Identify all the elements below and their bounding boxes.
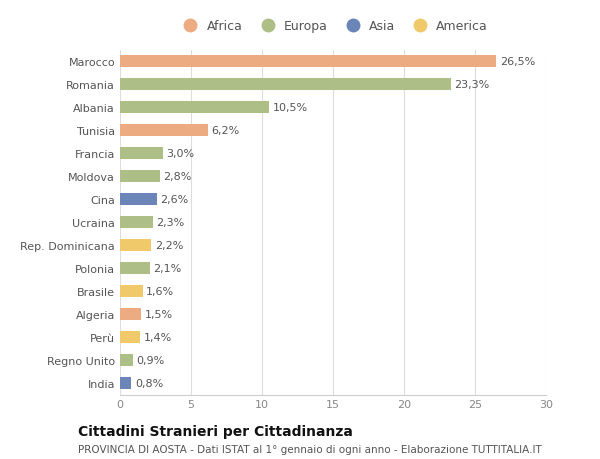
Text: 3,0%: 3,0%: [166, 149, 194, 159]
Text: 2,1%: 2,1%: [154, 263, 182, 274]
Bar: [120, 354, 133, 367]
Text: 23,3%: 23,3%: [454, 80, 490, 90]
Bar: [120, 285, 143, 298]
Text: 1,5%: 1,5%: [145, 309, 173, 319]
Bar: [120, 56, 496, 68]
Text: 2,2%: 2,2%: [155, 241, 183, 251]
Text: 26,5%: 26,5%: [500, 57, 535, 67]
Bar: [120, 308, 142, 321]
Text: Cittadini Stranieri per Cittadinanza: Cittadini Stranieri per Cittadinanza: [78, 425, 353, 438]
Bar: [120, 78, 451, 91]
Bar: [120, 193, 157, 206]
Text: 6,2%: 6,2%: [212, 126, 240, 136]
Bar: [120, 124, 208, 137]
Text: 10,5%: 10,5%: [272, 103, 308, 113]
Bar: [120, 239, 151, 252]
Bar: [120, 216, 152, 229]
Bar: [120, 331, 140, 344]
Bar: [120, 262, 150, 275]
Bar: [120, 377, 131, 390]
Bar: [120, 147, 163, 160]
Text: PROVINCIA DI AOSTA - Dati ISTAT al 1° gennaio di ogni anno - Elaborazione TUTTIT: PROVINCIA DI AOSTA - Dati ISTAT al 1° ge…: [78, 444, 542, 454]
Bar: [120, 101, 269, 114]
Legend: Africa, Europa, Asia, America: Africa, Europa, Asia, America: [173, 16, 493, 39]
Text: 2,6%: 2,6%: [160, 195, 189, 205]
Text: 0,8%: 0,8%: [135, 378, 163, 388]
Bar: [120, 170, 160, 183]
Text: 0,9%: 0,9%: [136, 355, 164, 365]
Text: 1,4%: 1,4%: [143, 332, 172, 342]
Text: 2,3%: 2,3%: [156, 218, 184, 228]
Text: 2,8%: 2,8%: [163, 172, 191, 182]
Text: 1,6%: 1,6%: [146, 286, 175, 297]
